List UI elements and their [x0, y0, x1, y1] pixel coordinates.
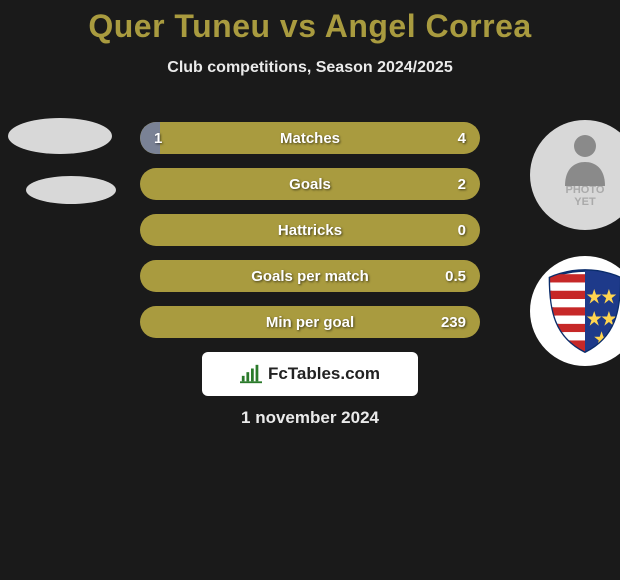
chart-bars-icon	[240, 363, 262, 385]
silhouette-icon	[555, 128, 615, 188]
stat-row: Goals2	[140, 168, 480, 200]
stat-label: Hattricks	[140, 222, 480, 239]
stat-label: Goals	[140, 176, 480, 193]
stat-row: Hattricks0	[140, 214, 480, 246]
stat-right-value: 0.5	[445, 268, 466, 285]
page-title: Quer Tuneu vs Angel Correa	[0, 0, 620, 45]
stat-row: Min per goal239	[140, 306, 480, 338]
stats-container: 1Matches4 Goals2 Hattricks0 Goals per match…	[140, 122, 480, 338]
player-right-avatar: NO PHOTO YET	[530, 120, 620, 230]
branding-badge: FcTables.com	[202, 352, 418, 396]
vs-text: vs	[280, 8, 317, 44]
player-right-club-badge	[530, 256, 620, 366]
player-left-name: Quer Tuneu	[88, 8, 270, 44]
stat-right-value: 239	[441, 314, 466, 331]
subtitle: Club competitions, Season 2024/2025	[0, 59, 620, 77]
club-crest-icon	[539, 265, 620, 357]
branding-text: FcTables.com	[268, 364, 380, 384]
stat-label: Goals per match	[140, 268, 480, 285]
stat-right-value: 2	[458, 176, 466, 193]
stat-label: Min per goal	[140, 314, 480, 331]
date-text: 1 november 2024	[0, 408, 620, 428]
player-left-avatar	[8, 118, 112, 154]
stat-right-value: 0	[458, 222, 466, 239]
stat-label: Matches	[140, 130, 480, 147]
player-left-club-badge	[26, 176, 116, 204]
stat-row: 1Matches4	[140, 122, 480, 154]
stat-row: Goals per match0.5	[140, 260, 480, 292]
stat-right-value: 4	[458, 130, 466, 147]
player-right-name: Angel Correa	[325, 8, 532, 44]
